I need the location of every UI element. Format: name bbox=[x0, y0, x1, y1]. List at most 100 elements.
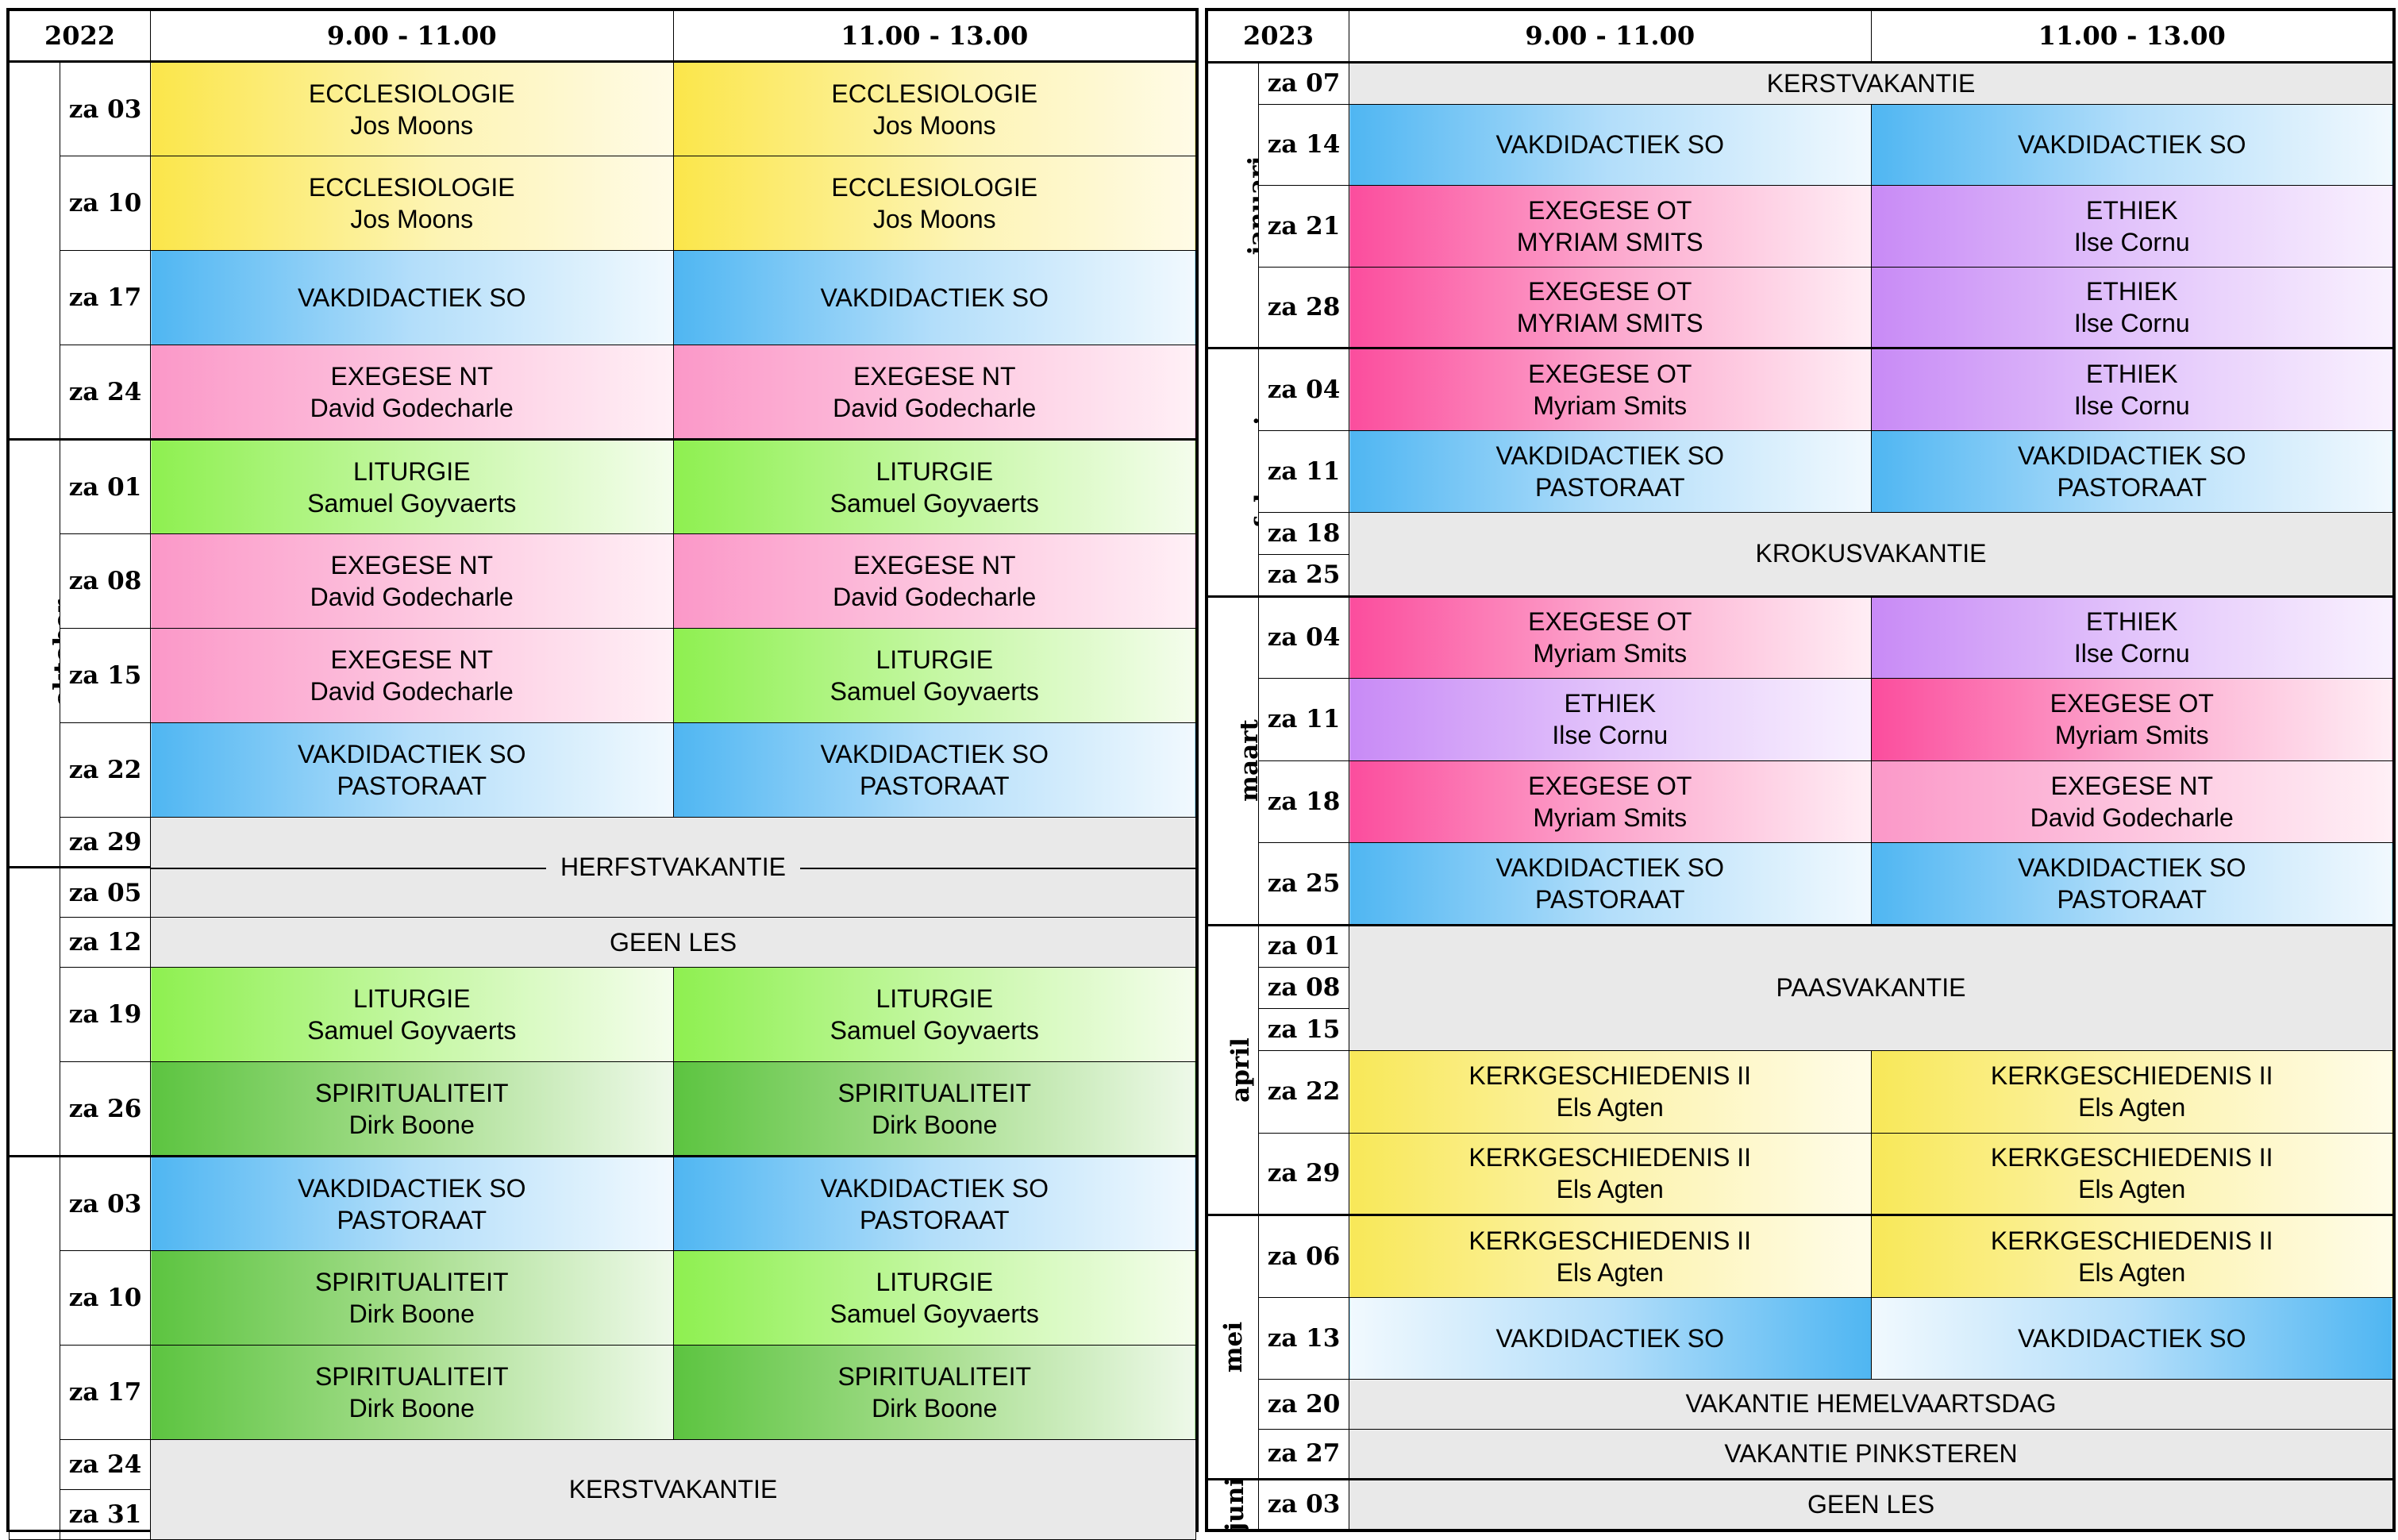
month-mei: mei bbox=[1207, 1214, 1259, 1480]
day-label: za 15 bbox=[1258, 1008, 1349, 1052]
course-cell: LITURGIE Samuel Goyvaerts bbox=[150, 967, 674, 1062]
course-cell: VAKDIDACTIEK SO PASTORAAT bbox=[1349, 842, 1872, 926]
course-cell: KERKGESCHIEDENIS II Els Agten bbox=[1349, 1132, 1872, 1216]
day-label: za 25 bbox=[1258, 842, 1349, 926]
course-cell: SPIRITUALITEIT Dirk Boone bbox=[150, 1345, 674, 1440]
course-cell: ECCLESIOLOGIE Jos Moons bbox=[150, 61, 674, 156]
day-label: za 22 bbox=[60, 722, 151, 818]
course-cell: SPIRITUALITEIT Dirk Boone bbox=[150, 1250, 674, 1346]
course-cell: LITURGIE Samuel Goyvaerts bbox=[672, 1250, 1196, 1346]
day-label: za 01 bbox=[60, 438, 151, 534]
slot2-header: 11.00 - 13.00 bbox=[672, 10, 1196, 63]
course-cell: VAKDIDACTIEK SO PASTORAAT bbox=[150, 1155, 674, 1251]
vacation-geen-les: GEEN LES bbox=[1349, 1477, 2393, 1530]
day-label: za 03 bbox=[60, 1155, 151, 1251]
course-cell: KERKGESCHIEDENIS II Els Agten bbox=[1349, 1050, 1872, 1134]
day-label: za 27 bbox=[1258, 1428, 1349, 1480]
vacation-pinksteren: VAKANTIE PINKSTEREN bbox=[1349, 1428, 2393, 1480]
course-cell: VAKDIDACTIEK SO PASTORAAT bbox=[1870, 429, 2393, 514]
day-label: za 28 bbox=[1258, 266, 1349, 349]
vacation-hemelvaart: VAKANTIE HEMELVAARTSDAG bbox=[1349, 1379, 2393, 1430]
course-cell: ETHIEK Ilse Cornu bbox=[1870, 266, 2393, 349]
course-cell: LITURGIE Samuel Goyvaerts bbox=[672, 628, 1196, 723]
course-cell: EXEGESE NT David Godecharle bbox=[150, 533, 674, 629]
course-cell: EXEGESE NT David Godecharle bbox=[672, 345, 1196, 440]
header-row: 2022 9.00 - 11.00 11.00 - 13.00 bbox=[9, 10, 1196, 63]
day-label: za 15 bbox=[60, 628, 151, 723]
vacation-herfst: HERFSTVAKANTIE bbox=[150, 817, 1196, 918]
month-november: november bbox=[9, 866, 60, 1157]
course-cell: EXEGESE OT Myriam Smits bbox=[1349, 760, 1872, 844]
day-label: za 10 bbox=[60, 1250, 151, 1346]
day-label: za 10 bbox=[60, 156, 151, 251]
course-cell: VAKDIDACTIEK SO bbox=[672, 250, 1196, 345]
schedule-2023: 2023 9.00 - 11.00 11.00 - 13.00 januari … bbox=[1205, 8, 2396, 1532]
course-cell: EXEGESE NT David Godecharle bbox=[150, 345, 674, 440]
course-cell: VAKDIDACTIEK SO PASTORAAT bbox=[150, 722, 674, 818]
course-cell: EXEGESE OT Myriam Smits bbox=[1349, 347, 1872, 431]
day-label: za 25 bbox=[1258, 553, 1349, 597]
schedule-2022: 2022 9.00 - 11.00 11.00 - 13.00 septembe… bbox=[6, 8, 1199, 1540]
course-cell: VAKDIDACTIEK SO PASTORAAT bbox=[672, 722, 1196, 818]
month-maart: maart bbox=[1207, 595, 1259, 926]
month-januari: januari bbox=[1207, 61, 1259, 349]
course-cell: VAKDIDACTIEK SO bbox=[1870, 103, 2393, 187]
course-cell: LITURGIE Samuel Goyvaerts bbox=[672, 438, 1196, 534]
slot2-header: 11.00 - 13.00 bbox=[1870, 10, 2393, 64]
day-label: za 03 bbox=[1258, 1477, 1349, 1530]
day-label: za 12 bbox=[60, 917, 151, 968]
course-cell: ECCLESIOLOGIE Jos Moons bbox=[672, 156, 1196, 251]
year-header: 2022 bbox=[9, 10, 151, 63]
course-cell: VAKDIDACTIEK SO bbox=[1870, 1296, 2393, 1380]
day-label: za 29 bbox=[60, 817, 151, 868]
day-label: za 05 bbox=[60, 866, 151, 918]
course-cell: VAKDIDACTIEK SO bbox=[150, 250, 674, 345]
course-cell: LITURGIE Samuel Goyvaerts bbox=[672, 967, 1196, 1062]
month-juni: juni bbox=[1207, 1477, 1259, 1530]
course-cell: VAKDIDACTIEK SO PASTORAAT bbox=[672, 1155, 1196, 1251]
course-cell: EXEGESE NT David Godecharle bbox=[672, 533, 1196, 629]
day-label: za 24 bbox=[60, 345, 151, 440]
day-label: za 06 bbox=[1258, 1214, 1349, 1298]
course-cell: VAKDIDACTIEK SO bbox=[1349, 1296, 1872, 1380]
course-cell: EXEGESE OT MYRIAM SMITS bbox=[1349, 266, 1872, 349]
vacation-krokus: KROKUSVAKANTIE bbox=[1349, 512, 2393, 597]
course-cell: ETHIEK Ilse Cornu bbox=[1870, 347, 2393, 431]
day-label: za 04 bbox=[1258, 595, 1349, 680]
course-cell: EXEGESE OT MYRIAM SMITS bbox=[1349, 185, 1872, 268]
day-label: za 19 bbox=[60, 967, 151, 1062]
day-label: za 21 bbox=[1258, 185, 1349, 268]
course-cell: VAKDIDACTIEK SO bbox=[1349, 103, 1872, 187]
course-cell: SPIRITUALITEIT Dirk Boone bbox=[672, 1061, 1196, 1157]
course-cell: SPIRITUALITEIT Dirk Boone bbox=[150, 1061, 674, 1157]
day-label: za 13 bbox=[1258, 1296, 1349, 1380]
course-cell: EXEGESE OT Myriam Smits bbox=[1870, 678, 2393, 761]
day-label: za 11 bbox=[1258, 429, 1349, 514]
day-label: za 07 bbox=[1258, 61, 1349, 105]
day-label: za 01 bbox=[1258, 923, 1349, 968]
course-cell: KERKGESCHIEDENIS II Els Agten bbox=[1870, 1050, 2393, 1134]
day-label: za 18 bbox=[1258, 760, 1349, 844]
day-label: za 29 bbox=[1258, 1132, 1349, 1216]
course-cell: SPIRITUALITEIT Dirk Boone bbox=[672, 1345, 1196, 1440]
course-cell: ECCLESIOLOGIE Jos Moons bbox=[150, 156, 674, 251]
course-cell: LITURGIE Samuel Goyvaerts bbox=[150, 438, 674, 534]
course-cell: KERKGESCHIEDENIS II Els Agten bbox=[1349, 1214, 1872, 1298]
course-cell: ETHIEK Ilse Cornu bbox=[1870, 185, 2393, 268]
course-cell: EXEGESE NT David Godecharle bbox=[150, 628, 674, 723]
day-label: za 17 bbox=[60, 1345, 151, 1440]
vacation-geen-les: GEEN LES bbox=[150, 917, 1196, 968]
day-label: za 20 bbox=[1258, 1379, 1349, 1430]
vacation-paas: PAASVAKANTIE bbox=[1349, 923, 2393, 1052]
course-cell: KERKGESCHIEDENIS II Els Agten bbox=[1870, 1214, 2393, 1298]
course-cell: KERKGESCHIEDENIS II Els Agten bbox=[1870, 1132, 2393, 1216]
vacation-kerst: KERSTVAKANTIE bbox=[1349, 61, 2393, 105]
course-cell: EXEGESE NT David Godecharle bbox=[1870, 760, 2393, 844]
day-label: za 18 bbox=[1258, 512, 1349, 555]
day-label: za 08 bbox=[1258, 966, 1349, 1010]
day-label: za 14 bbox=[1258, 103, 1349, 187]
month-oktober: oktober bbox=[9, 438, 60, 868]
day-label: za 17 bbox=[60, 250, 151, 345]
course-cell: EXEGESE OT Myriam Smits bbox=[1349, 595, 1872, 680]
day-label: za 11 bbox=[1258, 678, 1349, 761]
